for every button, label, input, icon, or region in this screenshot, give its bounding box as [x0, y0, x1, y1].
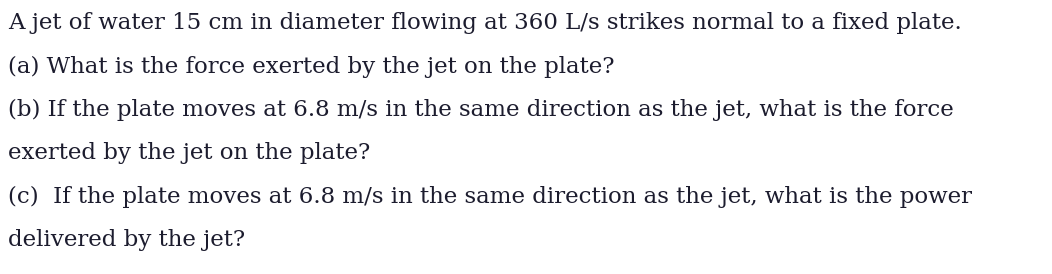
Text: (c)  If the plate moves at 6.8 m/s in the same direction as the jet, what is the: (c) If the plate moves at 6.8 m/s in the… — [8, 185, 972, 208]
Text: exerted by the jet on the plate?: exerted by the jet on the plate? — [8, 142, 370, 164]
Text: (a) What is the force exerted by the jet on the plate?: (a) What is the force exerted by the jet… — [8, 56, 615, 78]
Text: (b) If the plate moves at 6.8 m/s in the same direction as the jet, what is the : (b) If the plate moves at 6.8 m/s in the… — [8, 99, 954, 121]
Text: A jet of water 15 cm in diameter flowing at 360 L/s strikes normal to a fixed pl: A jet of water 15 cm in diameter flowing… — [8, 12, 963, 34]
Text: delivered by the jet?: delivered by the jet? — [8, 229, 245, 251]
